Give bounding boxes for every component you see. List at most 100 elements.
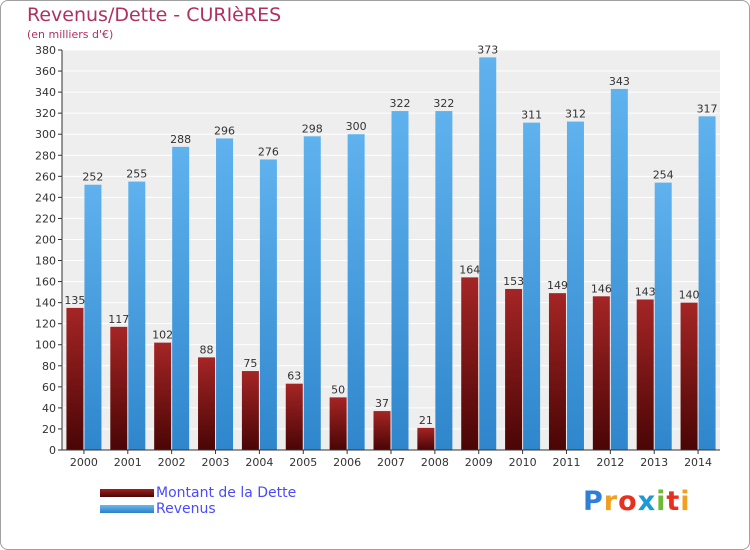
y-tick-label: 220 (35, 212, 56, 225)
data-label-revenue: 311 (521, 109, 542, 122)
data-label-revenue: 296 (214, 124, 235, 137)
bar-debt (373, 411, 391, 450)
x-tick-label: 2011 (552, 456, 580, 469)
legend: Montant de la Dette Revenus (100, 485, 296, 517)
bar-debt (636, 299, 654, 450)
x-tick-label: 2002 (158, 456, 186, 469)
legend-item-debt: Montant de la Dette (100, 485, 296, 501)
y-tick-label: 20 (42, 423, 56, 436)
y-tick-label: 120 (35, 318, 56, 331)
bar-revenue (610, 88, 628, 451)
data-label-debt: 63 (287, 370, 301, 383)
bar-revenue (172, 146, 190, 450)
legend-label-debt: Montant de la Dette (156, 485, 297, 501)
legend-swatch-revenue (100, 505, 154, 513)
legend-swatch-debt (100, 489, 154, 497)
y-tick-label: 40 (42, 402, 56, 415)
data-label-revenue: 343 (609, 75, 630, 88)
bar-debt (417, 427, 435, 450)
data-label-debt: 164 (459, 263, 480, 276)
y-tick-label: 200 (35, 233, 56, 246)
y-tick-label: 240 (35, 191, 56, 204)
x-tick-label: 2005 (289, 456, 317, 469)
bar-revenue (303, 136, 321, 450)
y-tick-label: 320 (35, 107, 56, 120)
x-tick-label: 2006 (333, 456, 361, 469)
logo-letter: r (603, 486, 619, 517)
y-tick-label: 300 (35, 128, 56, 141)
bar-revenue (391, 111, 409, 450)
logo-letter: o (618, 486, 638, 517)
y-tick-label: 260 (35, 170, 56, 183)
y-tick-label: 160 (35, 276, 56, 289)
bar-revenue (566, 121, 584, 450)
logo-letter: x (637, 486, 657, 517)
bar-revenue (216, 138, 234, 450)
data-label-revenue: 312 (565, 108, 586, 121)
y-tick-label: 140 (35, 297, 56, 310)
data-label-debt: 135 (64, 294, 85, 307)
data-label-debt: 88 (200, 343, 214, 356)
legend-item-revenue: Revenus (100, 501, 296, 517)
chart-subtitle: (en milliers d'€) (27, 28, 114, 41)
data-label-debt: 102 (152, 329, 173, 342)
bar-debt (505, 288, 523, 450)
bar-debt (329, 397, 347, 450)
data-label-revenue: 252 (82, 171, 103, 184)
data-label-revenue: 255 (126, 168, 147, 181)
bar-revenue (84, 184, 102, 450)
data-label-revenue: 322 (390, 97, 411, 110)
logo-letter: i (680, 486, 691, 517)
data-label-debt: 146 (591, 282, 612, 295)
bar-debt (110, 326, 128, 450)
data-label-debt: 153 (503, 275, 524, 288)
data-label-revenue: 254 (653, 169, 674, 182)
plot-background (62, 50, 720, 450)
data-label-debt: 140 (679, 289, 700, 302)
data-label-debt: 50 (331, 383, 345, 396)
labels-layer: 0 20 40 60 80 100 120 140 160 180 200 220 240 260 280 3… (35, 43, 718, 469)
bar-debt (66, 307, 84, 450)
bar-revenue (479, 57, 497, 451)
x-tick-label: 2010 (509, 456, 537, 469)
bar-debt (241, 371, 259, 450)
grid-layer (62, 49, 720, 451)
bar-debt (154, 342, 172, 450)
data-label-revenue: 288 (170, 133, 191, 146)
x-tick-label: 2014 (684, 456, 712, 469)
y-tick-label: 280 (35, 149, 56, 162)
bar-revenue (259, 159, 277, 450)
x-tick-label: 2008 (421, 456, 449, 469)
y-tick-label: 180 (35, 255, 56, 268)
legend-label-revenue: Revenus (156, 501, 216, 517)
logo-letter: i (656, 486, 667, 517)
x-tick-label: 2012 (596, 456, 624, 469)
data-label-revenue: 276 (258, 145, 279, 158)
bar-revenue (523, 122, 541, 450)
data-label-debt: 143 (635, 285, 656, 298)
data-label-debt: 117 (108, 313, 129, 326)
bar-debt (198, 357, 216, 450)
bar-debt (461, 277, 479, 450)
x-tick-label: 2009 (465, 456, 493, 469)
data-label-revenue: 373 (477, 43, 498, 56)
x-tick-label: 2004 (245, 456, 273, 469)
logo-letter: P (583, 486, 604, 517)
bar-revenue (347, 134, 365, 451)
chart-title: Revenus/Dette - CURIèRES (27, 4, 282, 26)
logo-letter: t (666, 486, 681, 517)
y-tick-label: 360 (35, 65, 56, 78)
y-tick-label: 380 (35, 44, 56, 57)
x-tick-label: 2003 (202, 456, 230, 469)
y-tick-label: 340 (35, 86, 56, 99)
y-tick-label: 60 (42, 381, 56, 394)
x-tick-label: 2007 (377, 456, 405, 469)
axis-layer (58, 49, 720, 454)
data-label-revenue: 317 (697, 102, 718, 115)
bars-layer (66, 57, 716, 451)
bar-revenue (698, 116, 716, 450)
y-tick-label: 80 (42, 360, 56, 373)
x-tick-label: 2013 (640, 456, 668, 469)
bar-revenue (128, 181, 146, 450)
